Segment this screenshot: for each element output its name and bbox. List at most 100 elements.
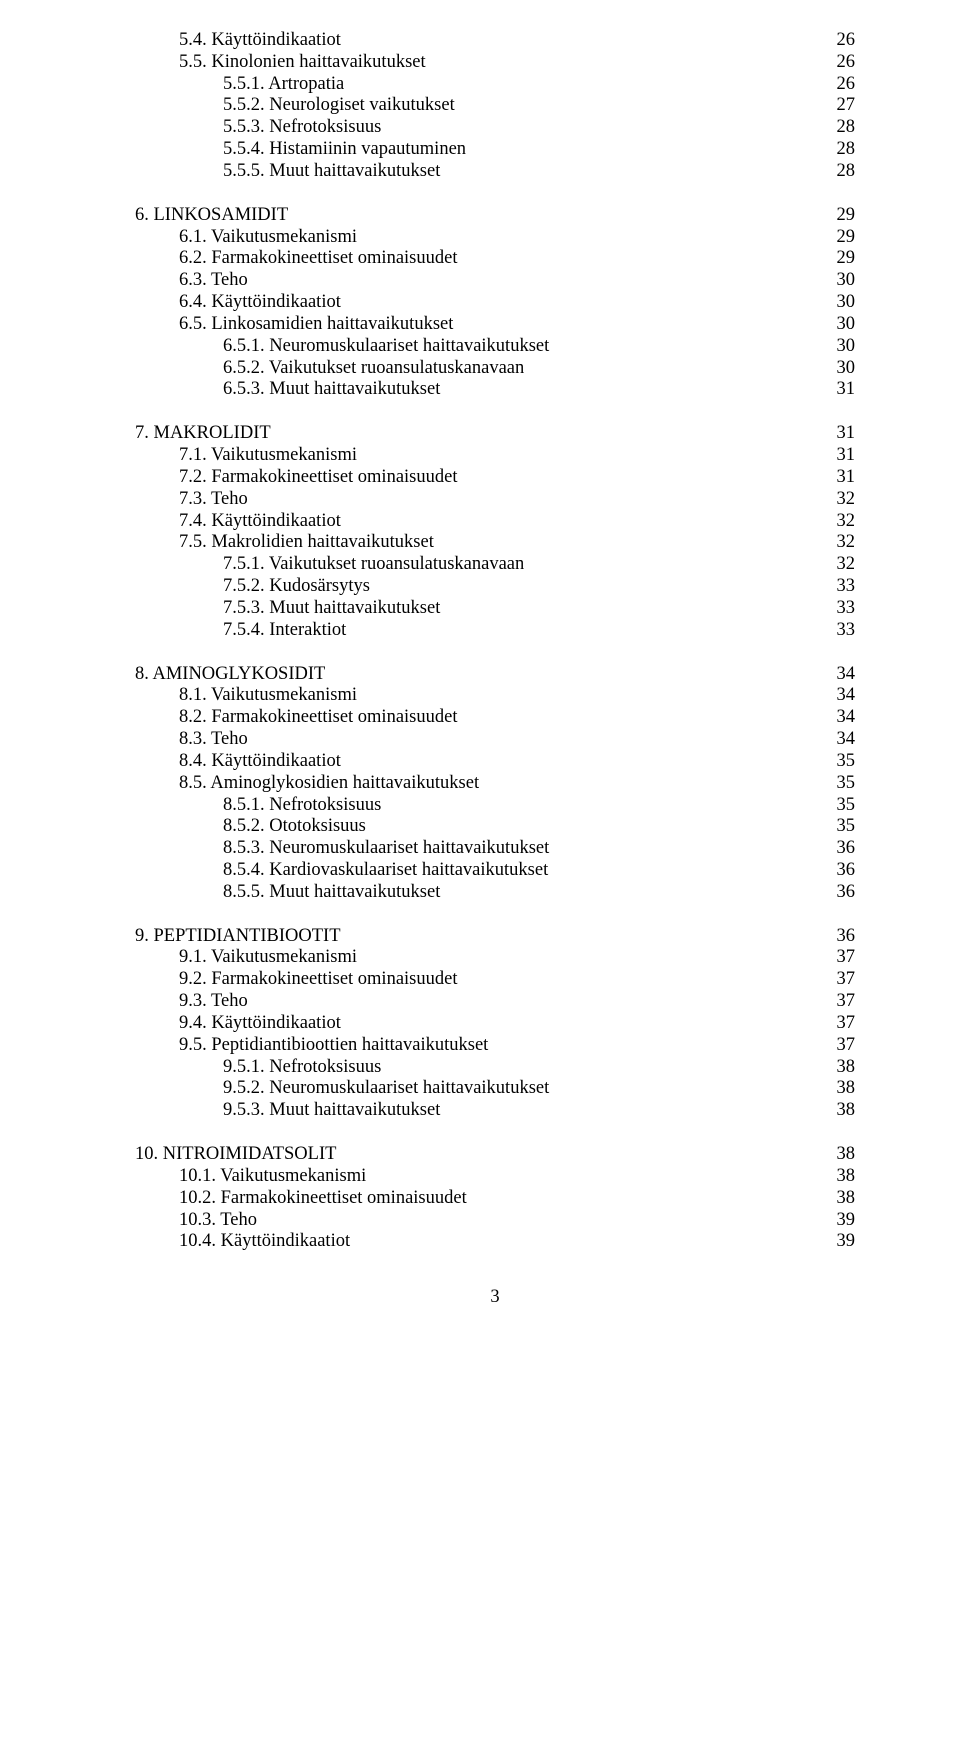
toc-entry-label: 10.4. Käyttöindikaatiot bbox=[179, 1231, 350, 1253]
toc-entry: 7.5. Makrolidien haittavaikutukset32 bbox=[135, 532, 855, 554]
toc-entry: 10.3. Teho 39 bbox=[135, 1210, 855, 1232]
toc-entry: 7.3. Teho32 bbox=[135, 489, 855, 511]
toc-entry-page: 31 bbox=[825, 467, 855, 489]
toc-entry-page: 38 bbox=[825, 1100, 855, 1122]
toc-entry-page: 28 bbox=[825, 161, 855, 183]
toc-entry: 6.5.1. Neuromuskulaariset haittavaikutuk… bbox=[135, 336, 855, 358]
toc-entry-page: 36 bbox=[825, 838, 855, 860]
toc-entry-page: 35 bbox=[825, 751, 855, 773]
toc-entry-label: 9. PEPTIDIANTIBIOOTIT bbox=[135, 926, 341, 948]
toc-entry-label: 6. LINKOSAMIDIT bbox=[135, 205, 288, 227]
toc-entry: 9.2. Farmakokineettiset ominaisuudet 37 bbox=[135, 969, 855, 991]
toc-entry-label: 5.4. Käyttöindikaatiot bbox=[179, 30, 341, 52]
toc-entry: 6.5.3. Muut haittavaikutukset 31 bbox=[135, 379, 855, 401]
toc-entry-page: 38 bbox=[825, 1057, 855, 1079]
toc-entry: 9.4. Käyttöindikaatiot 37 bbox=[135, 1013, 855, 1035]
toc-entry-page: 38 bbox=[825, 1144, 855, 1166]
toc-entry-label: 9.5.2. Neuromuskulaariset haittavaikutuk… bbox=[223, 1078, 549, 1100]
toc-entry-label: 7.2. Farmakokineettiset ominaisuudet bbox=[179, 467, 457, 489]
toc-entry: 5.5. Kinolonien haittavaikutukset26 bbox=[135, 52, 855, 74]
toc-entry-label: 10.3. Teho bbox=[179, 1210, 257, 1232]
toc-entry-label: 5.5.1. Artropatia bbox=[223, 74, 344, 96]
toc-entry-page: 32 bbox=[825, 532, 855, 554]
toc-entry: 8.5. Aminoglykosidien haittavaikutukset 3… bbox=[135, 773, 855, 795]
toc-entry-page: 32 bbox=[825, 554, 855, 576]
toc-entry: 7.5.2. Kudosärsytys 33 bbox=[135, 576, 855, 598]
toc-entry-label: 9.5.1. Nefrotoksisuus bbox=[223, 1057, 381, 1079]
toc-entry: 5.5.4. Histamiinin vapautuminen28 bbox=[135, 139, 855, 161]
toc-entry-page: 29 bbox=[825, 205, 855, 227]
toc-entry-page: 36 bbox=[825, 926, 855, 948]
toc-entry: 7.2. Farmakokineettiset ominaisuudet 31 bbox=[135, 467, 855, 489]
toc-entry-page: 30 bbox=[825, 270, 855, 292]
toc-entry-page: 26 bbox=[825, 74, 855, 96]
toc-entry-label: 9.4. Käyttöindikaatiot bbox=[179, 1013, 341, 1035]
toc-entry-label: 8.1. Vaikutusmekanismi bbox=[179, 685, 357, 707]
toc-entry-page: 28 bbox=[825, 139, 855, 161]
toc-entry: 10. NITROIMIDATSOLIT38 bbox=[135, 1144, 855, 1166]
toc-entry-label: 7.4. Käyttöindikaatiot bbox=[179, 511, 341, 533]
toc-entry-page: 38 bbox=[825, 1078, 855, 1100]
toc-entry-page: 34 bbox=[825, 707, 855, 729]
toc-entry-page: 34 bbox=[825, 729, 855, 751]
toc-entry-page: 37 bbox=[825, 1035, 855, 1057]
toc-entry-page: 30 bbox=[825, 314, 855, 336]
toc-entry-page: 38 bbox=[825, 1188, 855, 1210]
toc-entry-page: 27 bbox=[825, 95, 855, 117]
toc-entry-label: 8.5.3. Neuromuskulaariset haittavaikutuk… bbox=[223, 838, 549, 860]
toc-entry-page: 31 bbox=[825, 445, 855, 467]
toc-entry-page: 31 bbox=[825, 379, 855, 401]
toc-entry-label: 8.5.1. Nefrotoksisuus bbox=[223, 795, 381, 817]
toc-entry: 5.5.5. Muut haittavaikutukset28 bbox=[135, 161, 855, 183]
toc-entry: 5.5.1. Artropatia 26 bbox=[135, 74, 855, 96]
toc-entry-label: 7.5.2. Kudosärsytys bbox=[223, 576, 370, 598]
section-gap bbox=[135, 1122, 855, 1144]
toc-entry-page: 36 bbox=[825, 882, 855, 904]
toc-entry: 8.4. Käyttöindikaatiot35 bbox=[135, 751, 855, 773]
toc-entry-label: 6.5.3. Muut haittavaikutukset bbox=[223, 379, 440, 401]
toc-entry-page: 39 bbox=[825, 1210, 855, 1232]
toc-entry-page: 35 bbox=[825, 773, 855, 795]
toc-entry-page: 33 bbox=[825, 576, 855, 598]
toc-entry-label: 6.2. Farmakokineettiset ominaisuudet bbox=[179, 248, 457, 270]
toc-entry: 8.1. Vaikutusmekanismi 34 bbox=[135, 685, 855, 707]
toc-entry-page: 37 bbox=[825, 947, 855, 969]
toc-entry-label: 10.1. Vaikutusmekanismi bbox=[179, 1166, 366, 1188]
toc-entry-label: 9.5. Peptidiantibioottien haittavaikutuk… bbox=[179, 1035, 488, 1057]
toc-entry: 9.3. Teho37 bbox=[135, 991, 855, 1013]
toc-entry: 8.5.3. Neuromuskulaariset haittavaikutuk… bbox=[135, 838, 855, 860]
toc-entry-label: 8.5.5. Muut haittavaikutukset bbox=[223, 882, 440, 904]
toc-entry: 9.5. Peptidiantibioottien haittavaikutuk… bbox=[135, 1035, 855, 1057]
toc-entry: 9.5.1. Nefrotoksisuus 38 bbox=[135, 1057, 855, 1079]
toc-entry-label: 8.5. Aminoglykosidien haittavaikutukset bbox=[179, 773, 479, 795]
toc-entry-page: 32 bbox=[825, 489, 855, 511]
toc-entry: 8.2. Farmakokineettiset ominaisuudet 34 bbox=[135, 707, 855, 729]
toc-entry: 5.5.2. Neurologiset vaikutukset27 bbox=[135, 95, 855, 117]
toc-entry-page: 32 bbox=[825, 511, 855, 533]
toc-entry: 8. AMINOGLYKOSIDIT34 bbox=[135, 664, 855, 686]
toc-entry-page: 35 bbox=[825, 795, 855, 817]
section-gap bbox=[135, 642, 855, 664]
toc-entry: 8.5.1. Nefrotoksisuus 35 bbox=[135, 795, 855, 817]
toc-entry: 9.5.3. Muut haittavaikutukset 38 bbox=[135, 1100, 855, 1122]
toc-entry-page: 37 bbox=[825, 1013, 855, 1035]
toc-entry-label: 6.3. Teho bbox=[179, 270, 248, 292]
toc-entry-label: 9.2. Farmakokineettiset ominaisuudet bbox=[179, 969, 457, 991]
toc-entry-page: 37 bbox=[825, 969, 855, 991]
toc-entry: 8.5.4. Kardiovaskulaariset haittavaikutu… bbox=[135, 860, 855, 882]
toc-entry: 9. PEPTIDIANTIBIOOTIT 36 bbox=[135, 926, 855, 948]
section-gap bbox=[135, 904, 855, 926]
toc-entry-label: 9.5.3. Muut haittavaikutukset bbox=[223, 1100, 440, 1122]
toc-entry-label: 6.5.1. Neuromuskulaariset haittavaikutuk… bbox=[223, 336, 549, 358]
toc-entry: 5.5.3. Nefrotoksisuus28 bbox=[135, 117, 855, 139]
toc-entry-label: 8.2. Farmakokineettiset ominaisuudet bbox=[179, 707, 457, 729]
toc-entry: 6.1. Vaikutusmekanismi29 bbox=[135, 227, 855, 249]
toc-entry-label: 7. MAKROLIDIT bbox=[135, 423, 271, 445]
toc-entry: 6.2. Farmakokineettiset ominaisuudet29 bbox=[135, 248, 855, 270]
section-gap bbox=[135, 401, 855, 423]
toc-entry-page: 26 bbox=[825, 30, 855, 52]
toc-entry: 7.4. Käyttöindikaatiot 32 bbox=[135, 511, 855, 533]
toc-entry-page: 30 bbox=[825, 336, 855, 358]
toc-entry-page: 34 bbox=[825, 685, 855, 707]
toc-entry: 5.4. Käyttöindikaatiot 26 bbox=[135, 30, 855, 52]
